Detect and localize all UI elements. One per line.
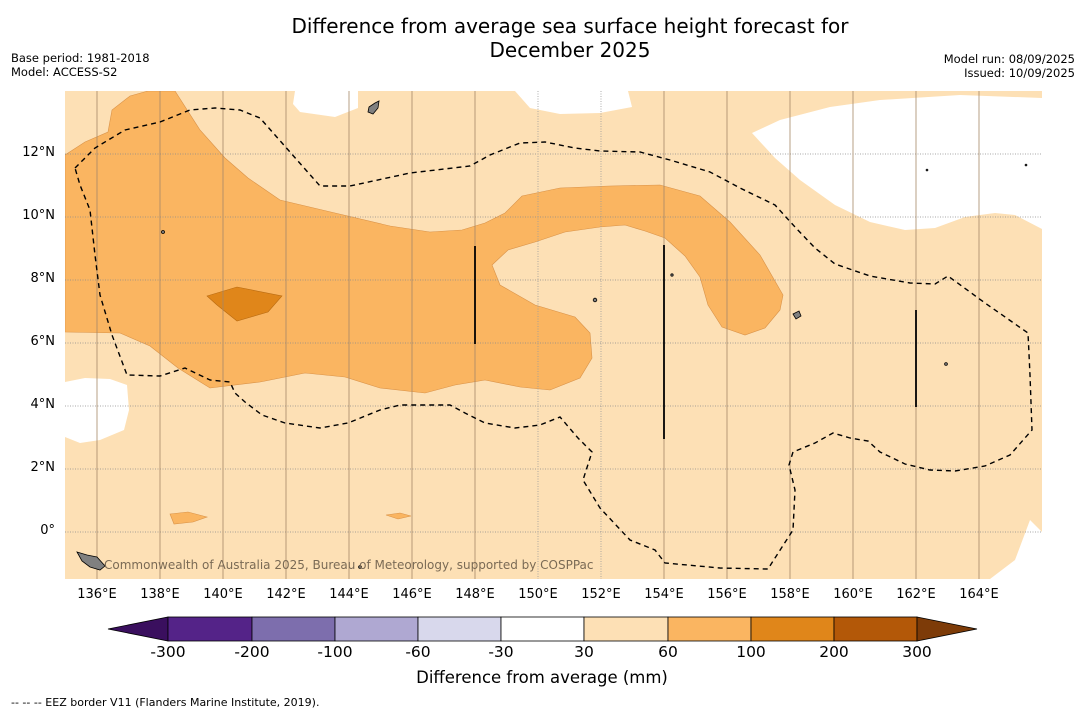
island	[592, 297, 598, 303]
legend-swatch	[167, 616, 253, 642]
island	[161, 230, 165, 234]
no-data-area	[293, 91, 358, 117]
map-title: Difference from average sea surface heig…	[250, 14, 890, 62]
legend-swatch	[417, 616, 502, 642]
issued-date: Issued: 10/09/2025	[964, 66, 1075, 80]
legend-swatch	[667, 616, 752, 642]
legend-tick: 300	[902, 643, 932, 661]
lon-label: 162°E	[896, 587, 936, 602]
model-name: Model: ACCESS-S2	[11, 65, 118, 79]
lat-label: 0°	[40, 523, 55, 538]
lon-label: 140°E	[203, 587, 243, 602]
legend-tick: -300	[150, 643, 186, 661]
lon-label: 148°E	[455, 587, 495, 602]
legend-title: Difference from average (mm)	[416, 668, 668, 687]
lat-label: 4°N	[30, 397, 56, 412]
run-info: Model run: 08/09/2025 Issued: 10/09/2025	[944, 52, 1075, 80]
island	[670, 273, 674, 277]
lon-label: 152°E	[581, 587, 621, 602]
lon-label: 160°E	[833, 587, 873, 602]
legend-swatch	[251, 616, 336, 642]
base-period: Base period: 1981-2018	[11, 51, 150, 65]
lat-label: 10°N	[22, 208, 55, 223]
no-data-area	[752, 95, 1042, 230]
lon-label: 154°E	[644, 587, 684, 602]
anomaly-60-100-region	[385, 512, 412, 520]
base-info: Base period: 1981-2018 Model: ACCESS-S2	[11, 51, 150, 79]
legend-tick: -200	[234, 643, 270, 661]
boundary-lines	[474, 245, 917, 439]
island	[76, 551, 106, 571]
graticule-lines	[65, 153, 1042, 533]
legend-swatch	[583, 616, 669, 642]
legend-arrow-high	[916, 616, 978, 642]
legend-tick: 200	[819, 643, 849, 661]
lat-label: 8°N	[30, 271, 56, 286]
lon-label: 164°E	[959, 587, 999, 602]
legend-tick: 100	[736, 643, 766, 661]
eez-footnote: -- -- -- EEZ border V11 (Flanders Marine…	[11, 696, 320, 709]
lat-label: 2°N	[30, 460, 56, 475]
lon-label: 158°E	[770, 587, 810, 602]
legend-tick: 30	[574, 643, 594, 661]
legend-tick: -60	[405, 643, 431, 661]
island	[367, 100, 380, 115]
title-line-2: December 2025	[489, 38, 651, 62]
lat-label: 12°N	[22, 145, 55, 160]
island	[1024, 163, 1028, 167]
lon-label: 136°E	[77, 587, 117, 602]
island	[944, 362, 948, 366]
model-run-date: Model run: 08/09/2025	[943, 52, 1075, 66]
legend-tick: -100	[317, 643, 353, 661]
lon-label: 138°E	[140, 587, 180, 602]
anomaly-60-100-region	[169, 511, 209, 525]
lon-label: 144°E	[329, 587, 369, 602]
islands	[76, 100, 1028, 571]
legend-swatch	[750, 616, 835, 642]
legend-swatch	[500, 616, 585, 642]
legend-tick: 60	[658, 643, 678, 661]
lon-label: 146°E	[392, 587, 432, 602]
anomaly-100-200-region	[206, 286, 283, 322]
no-data-area	[515, 91, 632, 114]
legend-tick: -30	[488, 643, 514, 661]
lon-label: 156°E	[707, 587, 747, 602]
no-data-area	[990, 520, 1042, 579]
legend-swatch	[833, 616, 918, 642]
data-credit: Commonwealth of Australia 2025, Bureau o…	[104, 558, 594, 572]
lon-label: 150°E	[518, 587, 558, 602]
island	[792, 310, 802, 320]
eez-border	[74, 107, 1033, 570]
lat-label: 6°N	[30, 334, 56, 349]
island	[358, 565, 362, 569]
title-line-1: Difference from average sea surface heig…	[291, 14, 849, 38]
island	[925, 168, 929, 172]
legend-arrow-low	[107, 616, 169, 642]
lon-label: 142°E	[266, 587, 306, 602]
legend-swatch	[334, 616, 419, 642]
